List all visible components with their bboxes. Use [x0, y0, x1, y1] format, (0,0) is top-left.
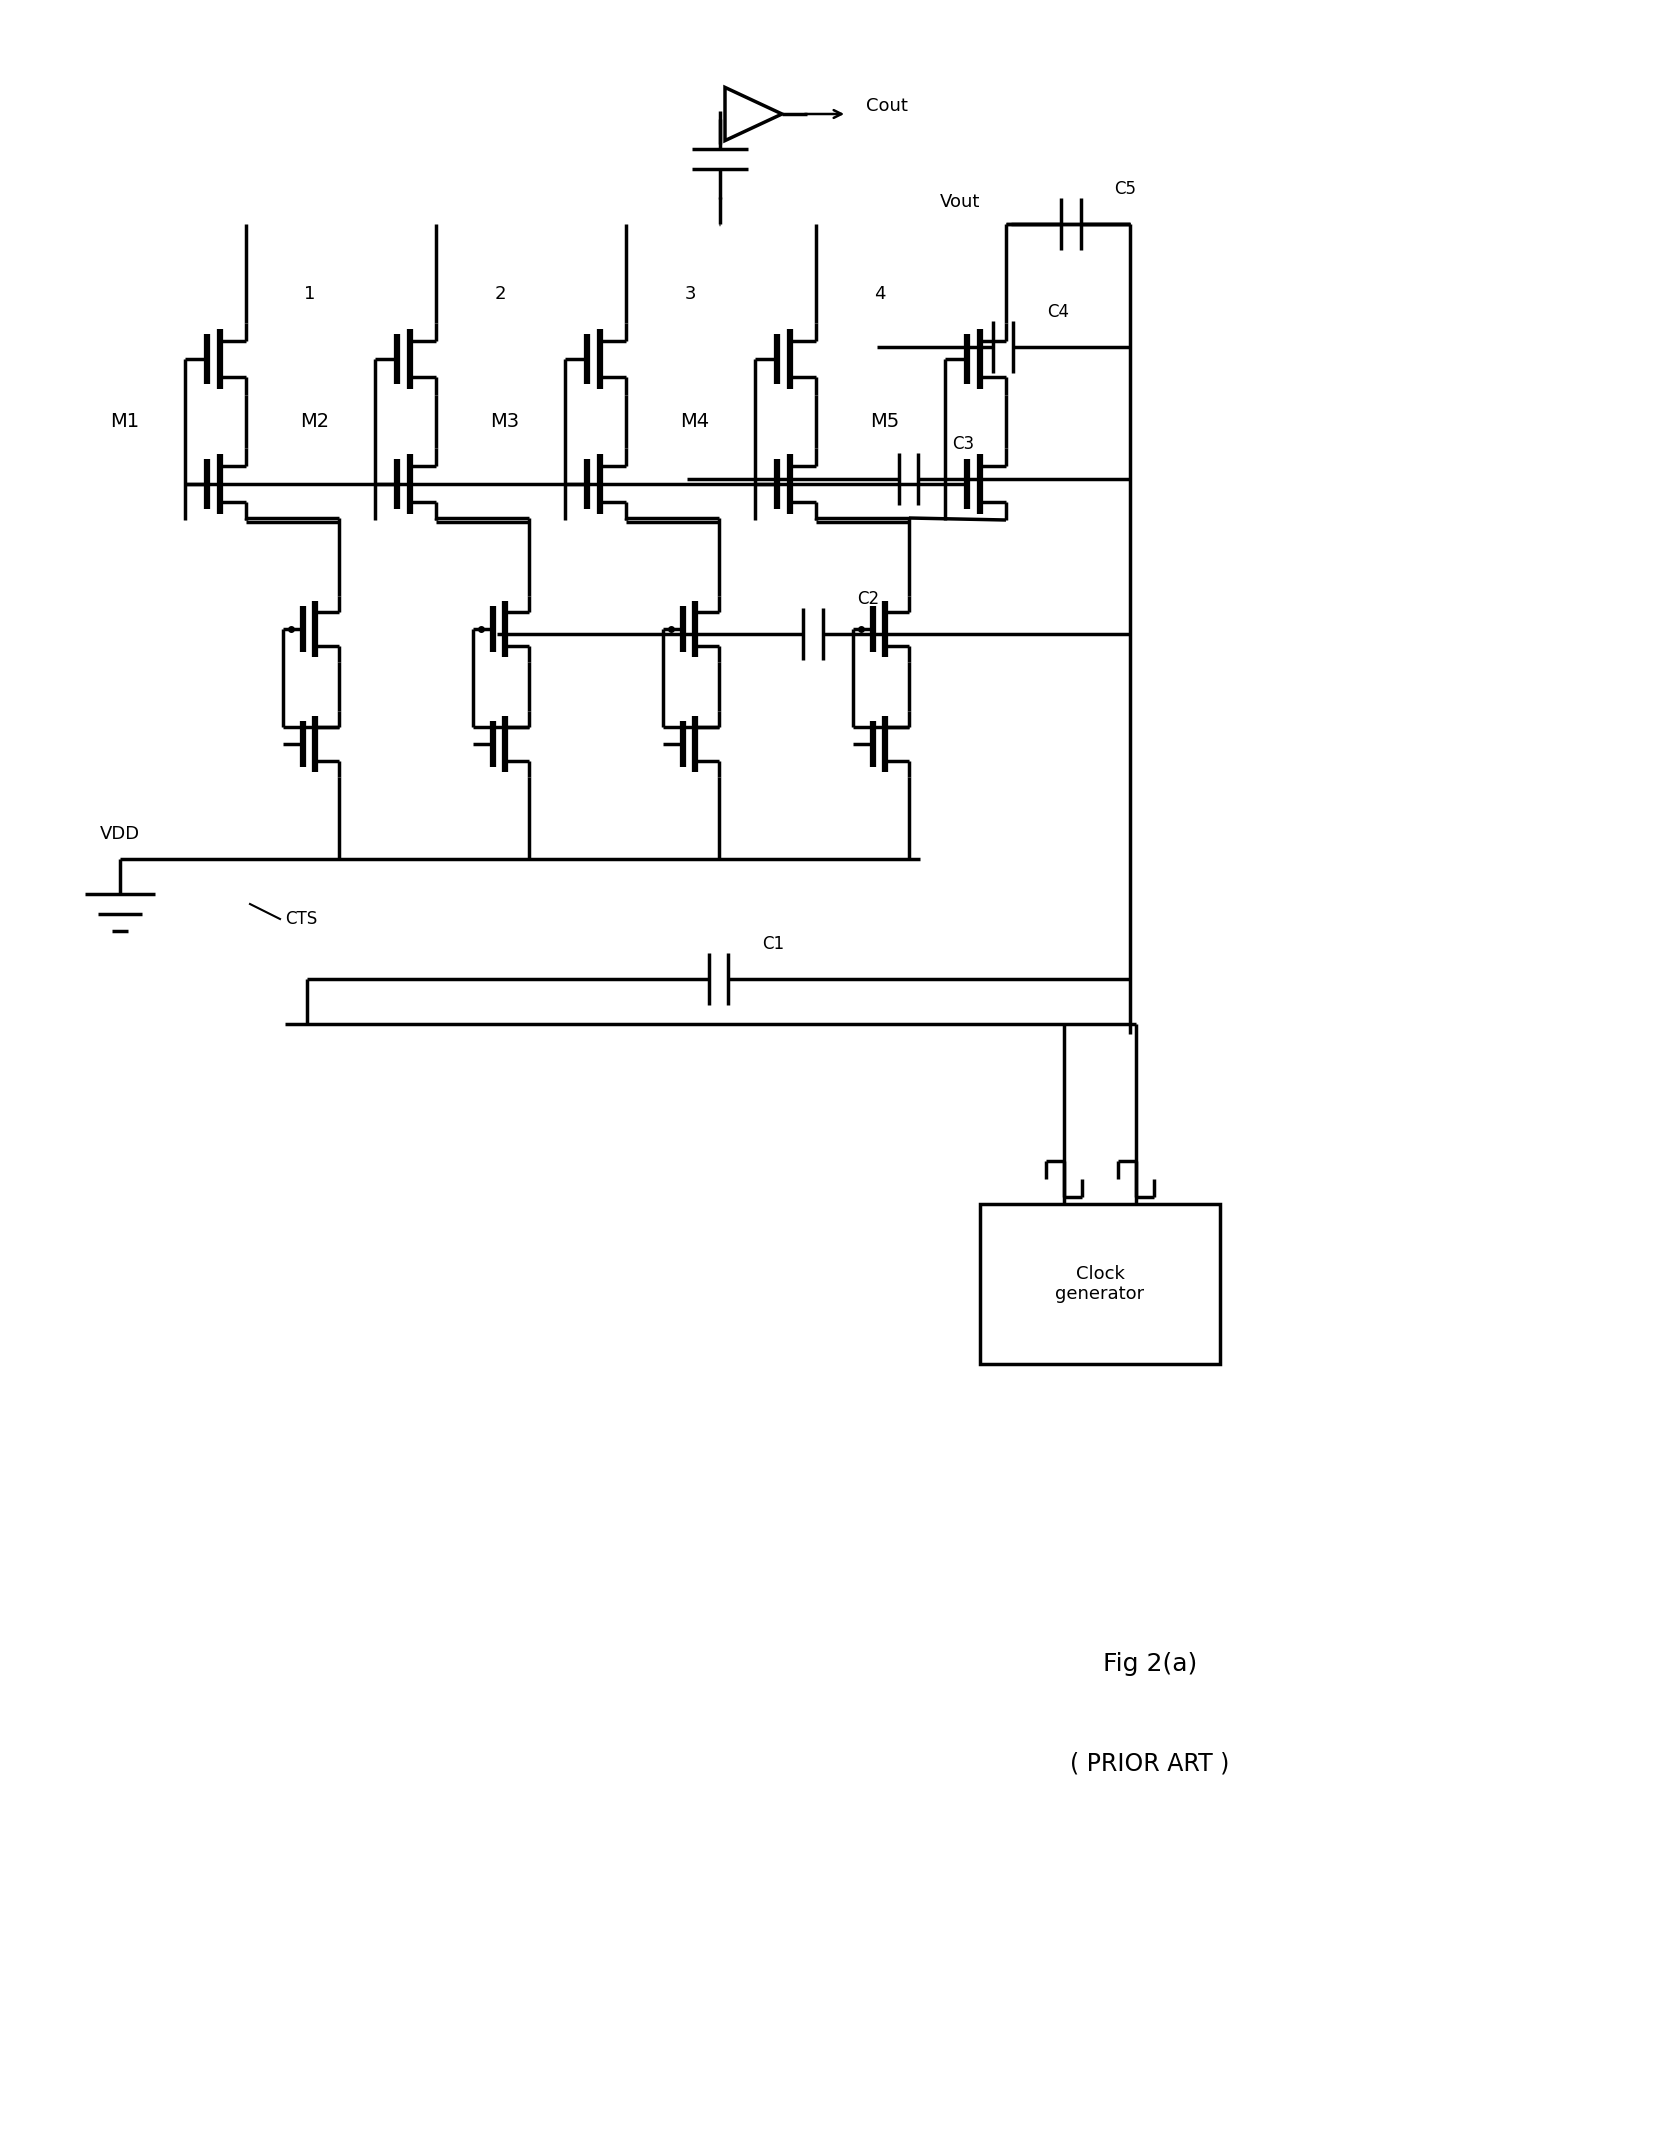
Text: ( PRIOR ART ): ( PRIOR ART ) — [1071, 1752, 1230, 1775]
Text: Vout: Vout — [940, 193, 980, 210]
Text: M1: M1 — [111, 412, 139, 431]
Text: M5: M5 — [871, 412, 899, 431]
Text: 1: 1 — [304, 285, 315, 302]
Text: M2: M2 — [300, 412, 329, 431]
Text: Clock
generator: Clock generator — [1055, 1265, 1144, 1304]
Text: CTS: CTS — [285, 909, 317, 928]
Text: M3: M3 — [490, 412, 520, 431]
Text: C2: C2 — [857, 590, 879, 609]
Text: Fig 2(a): Fig 2(a) — [1102, 1653, 1196, 1677]
Text: 4: 4 — [874, 285, 886, 302]
Text: Cout: Cout — [866, 96, 908, 116]
Text: M4: M4 — [681, 412, 710, 431]
Text: C5: C5 — [1114, 180, 1136, 197]
Text: C1: C1 — [762, 935, 785, 952]
Text: C3: C3 — [953, 435, 975, 452]
Text: 3: 3 — [685, 285, 696, 302]
Text: C4: C4 — [1047, 302, 1069, 322]
Text: 2: 2 — [495, 285, 505, 302]
Bar — [980, 1205, 1220, 1364]
Text: VDD: VDD — [101, 825, 139, 843]
